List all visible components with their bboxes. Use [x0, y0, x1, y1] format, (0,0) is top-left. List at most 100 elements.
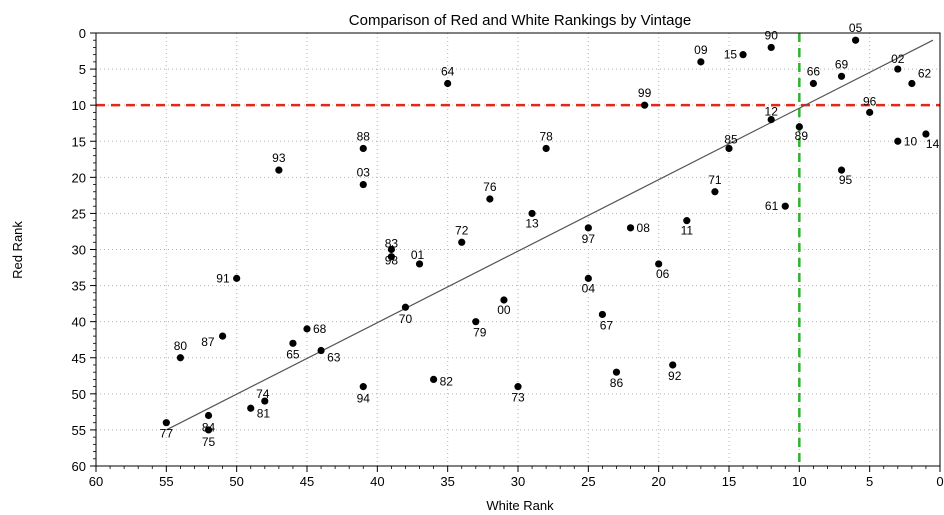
x-tick-label: 35 [440, 474, 454, 489]
point-label: 67 [600, 318, 614, 332]
data-point [486, 195, 494, 203]
data-points: 05 90 15 09 02 69 62 66 64 99 96 12 89 14 10 85 88 78 93 95… [160, 21, 940, 449]
data-point [697, 58, 705, 66]
data-point [795, 123, 803, 131]
point-label: 64 [441, 65, 455, 79]
y-tick-label: 20 [72, 170, 86, 185]
x-tick-label: 25 [581, 474, 595, 489]
data-point [303, 325, 311, 333]
data-point [289, 339, 297, 347]
point-label: 77 [160, 427, 174, 441]
point-label: 14 [926, 137, 940, 151]
x-axis-label: White Rank [486, 498, 554, 513]
x-tick-label: 5 [866, 474, 873, 489]
data-point [430, 375, 438, 383]
point-label: 75 [202, 435, 216, 449]
data-point [837, 166, 846, 174]
data-point [683, 217, 691, 225]
point-label: 05 [849, 21, 863, 35]
data-point [359, 383, 367, 391]
data-point [162, 419, 170, 427]
point-label: 91 [216, 271, 230, 285]
point-label: 11 [681, 224, 694, 238]
point-label: 81 [257, 406, 271, 420]
point-label: 63 [327, 351, 341, 365]
y-tick-label: 35 [72, 279, 86, 294]
y-tick-label: 30 [72, 243, 86, 258]
x-tick-label: 40 [370, 474, 384, 489]
data-point [359, 144, 367, 153]
point-label: 97 [582, 232, 596, 246]
point-label: 02 [891, 52, 905, 66]
point-label: 86 [610, 376, 624, 390]
point-label: 65 [286, 347, 300, 361]
data-point [219, 332, 227, 340]
data-point [612, 368, 621, 376]
y-axis-ticks: 0 5 10 15 20 25 30 35 40 45 50 55 60 [72, 26, 96, 474]
data-point [584, 224, 592, 232]
point-label: 15 [724, 48, 738, 62]
y-tick-label: 50 [72, 387, 86, 402]
data-point [514, 383, 522, 391]
data-point [528, 209, 536, 218]
x-tick-label: 20 [651, 474, 665, 489]
point-label: 71 [708, 173, 722, 187]
point-label: 61 [765, 199, 779, 213]
point-label: 96 [863, 94, 877, 108]
data-point [894, 65, 902, 73]
x-tick-label: 55 [159, 474, 173, 489]
y-tick-label: 25 [72, 206, 86, 221]
point-label: 98 [385, 254, 399, 268]
point-label: 99 [638, 86, 652, 100]
data-point [176, 354, 184, 362]
data-point [767, 43, 775, 52]
y-tick-label: 40 [72, 315, 86, 330]
point-label: 08 [637, 221, 651, 235]
point-label: 06 [656, 267, 670, 281]
point-label: 82 [440, 374, 454, 388]
point-label: 00 [497, 303, 511, 317]
point-label: 79 [473, 326, 487, 340]
x-tick-label: 45 [300, 474, 314, 489]
point-label: 10 [904, 134, 918, 148]
data-point [837, 72, 846, 80]
data-point [655, 260, 663, 268]
y-tick-label: 5 [79, 62, 86, 77]
data-point [444, 79, 452, 88]
x-tick-label: 30 [511, 474, 525, 489]
data-point [711, 188, 719, 196]
point-label: 03 [357, 166, 371, 180]
point-label: 80 [174, 339, 188, 353]
point-label: 90 [765, 28, 779, 42]
data-point [359, 180, 367, 189]
trend-line [166, 39, 934, 431]
data-point [387, 245, 395, 254]
data-point [739, 51, 747, 59]
point-label: 66 [807, 65, 821, 79]
x-tick-label: 10 [792, 474, 806, 489]
x-tick-label: 60 [89, 474, 103, 489]
data-point [669, 361, 677, 369]
data-point [275, 166, 283, 174]
point-label: 88 [357, 129, 371, 143]
x-tick-label: 0 [936, 474, 943, 489]
point-label: 92 [668, 369, 682, 383]
y-tick-label: 0 [79, 26, 86, 41]
data-point [626, 224, 635, 232]
y-tick-label: 15 [72, 134, 86, 149]
data-point [598, 310, 607, 319]
data-point [584, 274, 592, 282]
point-label: 74 [256, 387, 270, 401]
x-tick-label: 50 [229, 474, 243, 489]
y-axis-label: Red Rank [10, 221, 25, 279]
data-point [500, 296, 508, 304]
data-point [922, 130, 930, 138]
point-label: 89 [795, 129, 809, 143]
point-label: 69 [835, 57, 849, 71]
point-label: 62 [918, 67, 932, 81]
point-label: 93 [272, 151, 286, 165]
point-label: 70 [399, 312, 413, 326]
point-label: 12 [765, 105, 779, 119]
y-tick-label: 60 [72, 459, 86, 474]
point-label: 72 [455, 223, 469, 237]
